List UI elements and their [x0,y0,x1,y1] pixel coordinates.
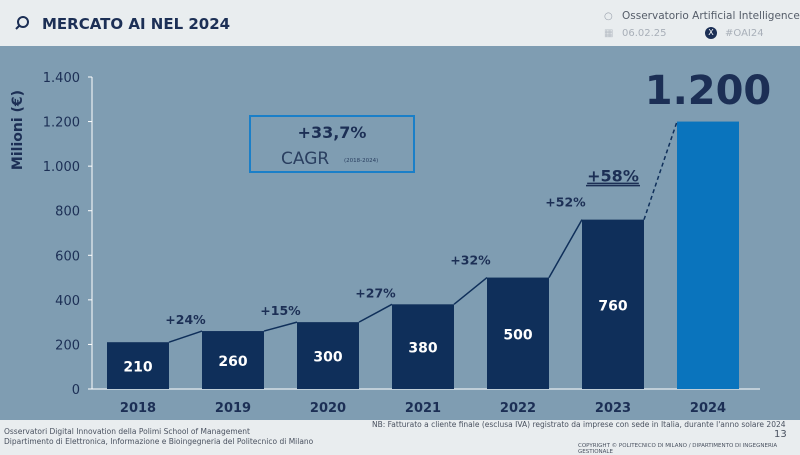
footer-line2: Dipartimento di Elettronica, Informazion… [4,437,314,446]
growth-label: +32% [450,253,491,268]
bar-2024 [677,121,739,390]
x-tick-label: 2024 [690,401,726,416]
footer: Osservatori Digital Innovation della Pol… [0,420,800,455]
growth-connector [643,121,678,220]
x-tick-label: 2019 [215,401,251,416]
y-tick-label: 1.400 [43,71,80,86]
growth-label: +58% [587,167,639,186]
growth-connector [168,330,203,343]
cagr-box [249,115,415,173]
y-tick-label: 600 [55,249,80,264]
y-tick-label: 1.000 [43,160,80,175]
bar-2021 [392,304,454,389]
growth-connector [548,219,583,278]
bar-2023 [582,219,644,389]
footer-line1: Osservatori Digital Innovation della Pol… [4,427,250,436]
growth-label: +27% [355,285,396,300]
growth-connector [358,303,393,323]
y-tick-label: 1.200 [43,116,80,131]
bar-value-label: 260 [218,354,247,370]
growth-label: +52% [545,195,586,210]
growth-connector [453,276,488,305]
cagr-value: +33,7% [298,123,367,142]
bar-2018 [107,342,169,389]
calendar-icon: ▦ [604,28,614,39]
bar-2022 [487,277,549,389]
header: MERCATO AI NEL 2024 ○ Osservatorio Artif… [0,0,800,46]
bar-2019 [202,331,264,389]
x-tick-label: 2021 [405,401,441,416]
y-tick-label: 400 [55,294,80,309]
cagr-period: (2018-2024) [344,158,378,164]
hashtag: #OAI24 [725,28,764,39]
search-icon: ○ [604,11,613,22]
date: 06.02.25 [622,28,667,39]
cagr-label: CAGR [281,149,329,169]
x-tick-label: 2020 [310,401,346,416]
footnote: NB: Fatturato a cliente finale (esclusa … [372,420,786,429]
bar-value-label: 500 [503,327,532,343]
org-name: Osservatorio Artificial Intelligence [622,10,800,22]
bar-2020 [297,322,359,389]
growth-label: +24% [165,312,206,327]
copyright: COPYRIGHT © POLITECNICO DI MILANO / DIPA… [578,443,778,455]
x-tick-label: 2023 [595,401,631,416]
growth-label: +15% [260,303,301,318]
x-logo-icon: X [705,27,717,39]
x-tick-label: 2018 [120,401,156,416]
bar-value-label: 380 [408,341,437,357]
page-title: MERCATO AI NEL 2024 [42,15,231,33]
x-tick-label: 2022 [500,401,536,416]
y-axis-label: Milioni (€) [10,90,26,170]
bar-value-label: 760 [598,298,627,314]
page-number: 13 [774,429,787,440]
bar-value-label: 1.200 [645,68,772,114]
growth-connector [263,321,298,332]
bar-value-label: 210 [123,360,152,376]
y-tick-label: 800 [55,205,80,220]
y-tick-label: 0 [72,383,80,398]
search-icon [15,16,29,30]
y-tick-label: 200 [55,338,80,353]
bar-value-label: 300 [313,350,342,366]
